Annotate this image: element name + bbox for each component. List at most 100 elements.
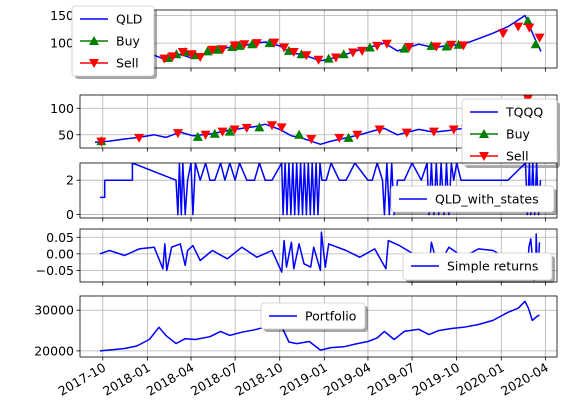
legend-label: Buy [506, 127, 530, 142]
sell-marker [301, 51, 312, 61]
sell-marker [448, 125, 459, 135]
x-tick-label: 2019-10 [409, 360, 462, 399]
legend-label: TQQQ [505, 105, 543, 120]
buy-marker [441, 41, 452, 51]
y-tick-label: 30000 [34, 303, 74, 318]
sell-marker [334, 133, 345, 143]
buy-marker [212, 44, 223, 54]
axes-frame [79, 228, 558, 283]
legend-box [461, 98, 558, 166]
sell-marker [404, 43, 415, 53]
buy-marker [453, 39, 464, 49]
legend: QLD_with_states [390, 185, 557, 215]
legend-box [390, 185, 555, 213]
sell-marker [229, 41, 240, 51]
buy-marker [264, 38, 275, 48]
buy-marker [247, 39, 258, 49]
sell-marker [195, 52, 206, 62]
sell-marker [207, 45, 218, 55]
legend: TQQQ Buy Sell [461, 98, 560, 168]
sell-marker [401, 128, 412, 138]
legend-marker [479, 129, 489, 138]
sell-marker [229, 125, 240, 135]
panel-2: 50 100 TQQQ Buy Sell [50, 94, 560, 168]
sell-marker [269, 38, 280, 48]
legend-label: Sell [506, 149, 529, 164]
sell-marker [186, 50, 197, 60]
legend-label: Portfolio [305, 309, 356, 324]
buy-marker [224, 126, 235, 136]
sell-marker [498, 29, 509, 39]
buy-marker [234, 40, 245, 50]
axes-frame [79, 295, 558, 358]
x-tick-label: 2018-04 [144, 360, 197, 399]
sell-marker [134, 133, 145, 143]
y-tick-label: 20000 [34, 343, 74, 358]
sell-marker [374, 125, 385, 135]
sell-marker [458, 41, 469, 51]
sell-marker [200, 130, 211, 140]
y-tick-label: 50 [58, 127, 74, 142]
y-tick-label: 100 [50, 101, 74, 116]
panel-1: 100 150 QLD Buy Sell [50, 5, 558, 79]
sell-marker [446, 40, 457, 50]
buy-marker [254, 122, 265, 132]
sell-marker [177, 47, 188, 57]
sell-marker [241, 123, 252, 133]
sell-marker [288, 47, 299, 57]
legend: Portfolio [260, 302, 368, 332]
sell-marker [217, 45, 228, 55]
panel-3: 0 2 QLD_with_states [66, 162, 558, 222]
y-tick-label: 0.00 [46, 246, 74, 261]
sell-marker [330, 53, 341, 63]
sell-marker [217, 127, 228, 137]
y-tick-label: 150 [50, 8, 74, 23]
sell-marker [372, 41, 383, 51]
buy-marker [399, 43, 410, 53]
buy-marker [530, 39, 541, 49]
buy-marker [426, 40, 437, 50]
sell-marker [347, 48, 358, 58]
sell-marker [524, 23, 535, 33]
buy-marker [364, 42, 375, 52]
legend-box [71, 5, 155, 77]
sell-marker [251, 39, 262, 49]
sell-marker [276, 123, 287, 133]
plot-area [94, 14, 545, 68]
sell-marker [428, 127, 439, 137]
x-tick-label: 2018-10 [232, 360, 285, 399]
sell-marker [279, 43, 290, 53]
x-tick-label: 2019-01 [277, 360, 330, 399]
buy-marker [323, 53, 334, 63]
legend-box [260, 302, 366, 330]
sell-marker [513, 22, 524, 32]
panel-4: −0.05 0.000.05 Simple returns [36, 228, 558, 286]
sell-marker [313, 55, 324, 65]
legend-box [402, 252, 553, 281]
sell-marker [172, 129, 183, 139]
x-tick-label: 2018-07 [188, 360, 241, 399]
buy-marker [343, 132, 354, 142]
legend-marker [89, 36, 99, 45]
x-tick-label: 2019-07 [365, 360, 418, 399]
sell-marker [96, 137, 107, 147]
series-line-portfolio [99, 300, 540, 352]
y-tick-label: 0 [66, 207, 74, 222]
legend-label: Sell [116, 56, 139, 71]
buy-marker [338, 49, 349, 59]
sell-marker [381, 39, 392, 49]
x-tick-label: 2018-01 [100, 360, 153, 399]
legend: QLD Buy Sell [71, 5, 157, 79]
sell-marker [167, 52, 178, 62]
sell-marker [352, 130, 363, 140]
buy-marker [192, 131, 203, 141]
legend-marker [89, 59, 99, 68]
x-tick-label: 2017-10 [56, 360, 109, 399]
legend-label: Simple returns [447, 259, 538, 274]
plot-area [99, 163, 542, 216]
y-tick-label: 2 [66, 173, 74, 188]
sell-marker [357, 46, 368, 56]
sell-marker [266, 121, 277, 131]
sell-marker [306, 134, 317, 144]
sell-marker [534, 33, 545, 43]
